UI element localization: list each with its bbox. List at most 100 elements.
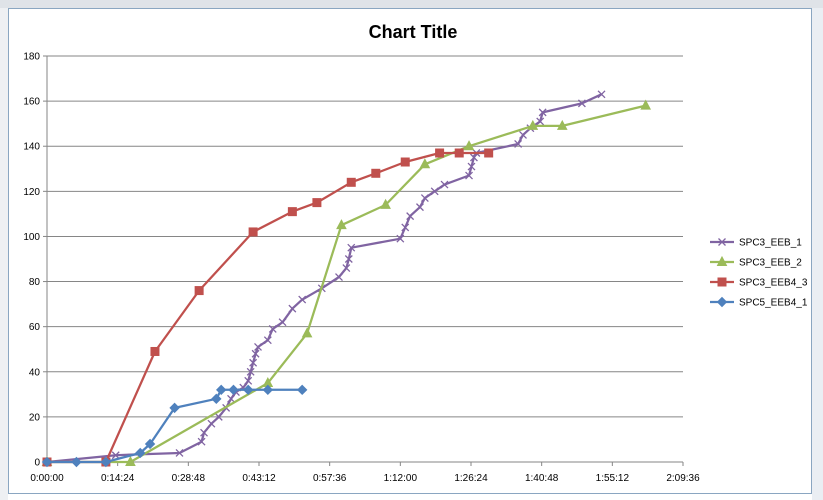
plot-series[interactable] [41,90,652,468]
y-tick-label: 20 [29,412,41,423]
data-point-triangle-marker[interactable] [640,99,652,110]
data-point-x-marker[interactable] [288,304,297,313]
data-point-x-marker[interactable] [514,140,523,148]
data-point-x-marker[interactable] [577,99,586,108]
data-point-square-marker[interactable] [194,286,204,296]
x-tick-label: 0:14:24 [101,473,135,484]
data-point-triangle-marker[interactable] [463,140,475,151]
data-point-x-marker[interactable] [597,90,606,99]
legend[interactable]: SPC3_EEB_1 SPC3_EEB_2 SPC3_EEB4_3 SPC5_EEB4… [710,238,808,309]
series-SPC5_EEB4_1[interactable] [41,384,308,468]
data-point-x-marker[interactable] [200,428,208,437]
data-point-triangle-marker[interactable] [419,158,431,169]
data-point-x-marker[interactable] [430,187,439,196]
y-tick-label: 80 [29,277,41,288]
data-point-diamond-marker[interactable] [262,384,274,396]
data-point-x-marker[interactable] [197,437,206,446]
series-line[interactable] [47,104,646,464]
data-point-x-marker[interactable] [251,349,260,358]
legend-label: SPC3_EEB4_3 [739,278,808,289]
data-point-diamond-marker[interactable] [216,384,227,396]
legend-item[interactable]: SPC3_EEB_2 [710,255,802,269]
data-point-diamond-marker[interactable] [100,456,112,468]
data-point-x-marker[interactable] [268,324,277,333]
data-point-diamond-marker[interactable] [242,384,254,396]
y-tick-label: 40 [29,367,41,378]
data-point-triangle-marker[interactable] [336,219,347,230]
data-point-triangle-marker[interactable] [301,327,313,338]
data-point-x-marker[interactable] [175,449,184,457]
data-point-x-marker[interactable] [244,376,253,385]
data-point-x-marker[interactable] [227,394,235,403]
data-point-triangle-marker [716,255,728,266]
data-point-x-marker[interactable] [263,336,272,345]
data-point-x-marker[interactable] [111,451,120,460]
data-point-square-marker[interactable] [312,198,322,208]
data-point-x-marker[interactable] [420,194,429,203]
data-point-square-marker[interactable] [287,207,297,217]
legend-item[interactable]: SPC5_EEB4_1 [710,296,808,309]
y-tick-label: 100 [23,232,40,243]
data-point-square-marker[interactable] [248,227,258,237]
data-point-x-marker[interactable] [538,108,547,117]
legend-item[interactable]: SPC3_EEB4_3 [710,277,808,289]
x-tick-label: 1:40:48 [525,473,559,484]
data-point-x-marker[interactable] [416,203,424,212]
chart-area[interactable]: Chart Title 0 20 40 60 80 100 120 140 160 180 0:0… [8,8,812,494]
data-point-diamond-marker[interactable] [144,438,156,450]
data-point-x-marker[interactable] [467,162,476,171]
data-point-square-marker[interactable] [371,168,381,178]
data-point-square-marker[interactable] [400,157,410,167]
data-point-x-marker[interactable] [406,212,415,221]
data-point-x-marker[interactable] [347,243,356,252]
data-point-triangle-marker[interactable] [556,119,568,130]
data-point-x-marker[interactable] [214,412,223,421]
chart-title[interactable]: Chart Title [369,22,458,42]
axes [43,55,684,466]
x-tick-label: 0:43:12 [242,473,276,484]
data-point-square-marker[interactable] [150,346,160,356]
data-point-x-marker[interactable] [298,295,307,304]
vertical-scrollbar[interactable] [812,8,823,500]
data-point-triangle-marker[interactable] [380,198,391,209]
data-point-diamond-marker[interactable] [135,447,146,459]
data-point-x-marker[interactable] [335,273,343,282]
data-point-x-marker[interactable] [207,419,216,428]
data-point-x-marker[interactable] [246,367,255,376]
data-point-x-marker[interactable] [440,180,449,189]
data-point-x-marker[interactable] [396,234,405,243]
data-point-square-marker[interactable] [454,148,464,158]
legend-label: SPC5_EEB4_1 [739,298,808,309]
legend-label: SPC3_EEB_2 [739,258,802,269]
data-point-x-marker[interactable] [401,223,410,232]
data-point-x-marker[interactable] [249,358,258,367]
data-point-diamond-marker[interactable] [228,384,239,396]
legend-item[interactable]: SPC3_EEB_1 [710,238,802,249]
data-point-square-marker[interactable] [484,148,494,158]
data-point-diamond-marker[interactable] [211,393,222,405]
y-tick-label: 160 [23,97,40,108]
data-point-x-marker[interactable] [278,318,287,327]
data-point-diamond-marker [716,296,728,308]
data-point-x-marker[interactable] [536,117,545,126]
data-point-x-marker[interactable] [469,153,478,162]
x-tick-label: 0:57:36 [313,473,347,484]
series-line[interactable] [47,151,489,464]
data-point-square-marker[interactable] [435,148,445,158]
data-point-diamond-marker[interactable] [296,384,308,396]
data-point-x-marker[interactable] [519,130,527,139]
data-point-diamond-marker[interactable] [71,456,82,468]
x-tick-label: 1:55:12 [596,473,630,484]
data-point-diamond-marker[interactable] [41,456,53,468]
data-point-x-marker[interactable] [342,264,351,272]
data-point-x-marker[interactable] [254,343,262,351]
data-point-triangle-marker[interactable] [527,119,539,130]
data-point-x-marker[interactable] [344,255,353,263]
data-point-x-marker[interactable] [465,171,473,180]
data-point-triangle-marker[interactable] [125,455,136,466]
y-tick-label: 60 [29,322,41,333]
data-point-diamond-marker[interactable] [169,402,180,414]
series-line[interactable] [47,388,303,464]
data-point-square-marker[interactable] [346,177,356,187]
series-SPC3_EEB_2[interactable] [41,99,652,466]
